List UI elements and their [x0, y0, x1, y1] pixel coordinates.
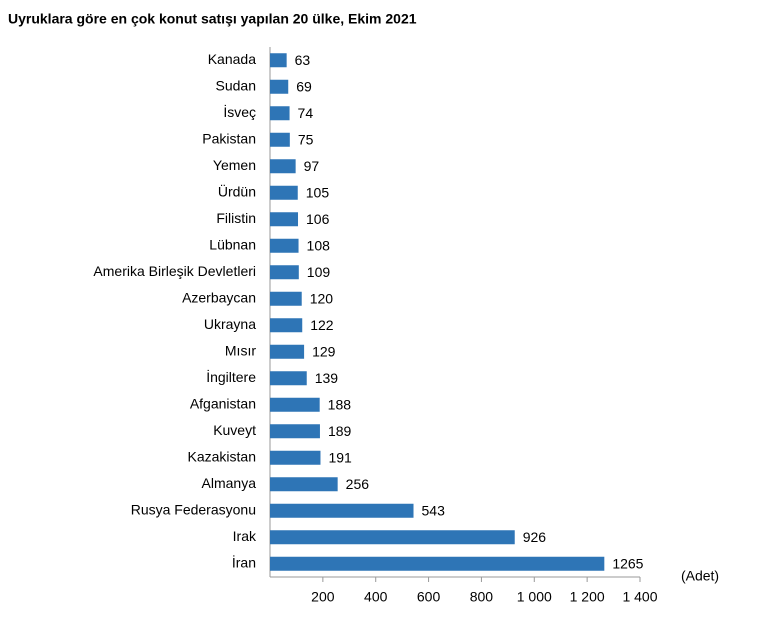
bar	[270, 450, 321, 465]
bar	[270, 185, 298, 200]
bar	[270, 397, 320, 412]
bar	[270, 556, 605, 571]
y-tick-label: İsveç	[223, 103, 256, 120]
y-tick-label: Pakistan	[202, 130, 256, 146]
bar	[270, 344, 305, 359]
y-tick-label: İran	[232, 553, 256, 570]
bar	[270, 477, 338, 492]
y-tick-label: Ukrayna	[204, 316, 256, 332]
value-label: 105	[306, 184, 330, 200]
bar	[270, 318, 303, 333]
value-label: 191	[328, 449, 352, 465]
bar	[270, 238, 299, 253]
bar	[270, 503, 414, 518]
y-tick-label: Mısır	[225, 342, 256, 358]
y-tick-label: Kuveyt	[213, 422, 256, 438]
y-tick-label: Ürdün	[218, 182, 256, 199]
value-label: 106	[306, 211, 330, 227]
value-label: 256	[346, 476, 370, 492]
x-tick-label: 1 400	[622, 589, 657, 605]
value-label: 188	[328, 396, 352, 412]
bar	[270, 79, 289, 94]
value-label: 63	[295, 52, 311, 68]
y-tick-label: Azerbaycan	[182, 289, 256, 305]
value-label: 97	[304, 158, 320, 174]
bar	[270, 265, 299, 280]
y-tick-label: Filistin	[216, 210, 256, 226]
value-label: 75	[298, 131, 314, 147]
y-tick-label: Rusya Federasyonu	[131, 501, 256, 517]
value-label: 543	[422, 502, 446, 518]
value-label: 139	[315, 370, 339, 386]
value-label: 926	[523, 529, 547, 545]
chart-title: Uyruklara göre en çok konut satışı yapıl…	[8, 11, 417, 27]
bar	[270, 53, 287, 68]
value-label: 120	[310, 290, 334, 306]
value-label: 189	[328, 423, 352, 439]
y-tick-label: İngiltere	[206, 368, 256, 385]
value-label: 109	[307, 264, 331, 280]
y-tick-label: Sudan	[216, 77, 256, 93]
value-label: 122	[310, 317, 334, 333]
x-tick-label: 200	[311, 589, 335, 605]
value-label: 129	[312, 343, 336, 359]
y-tick-label: Kazakistan	[188, 448, 256, 464]
value-label: 1265	[612, 555, 643, 571]
value-label: 69	[296, 78, 312, 94]
bar	[270, 159, 296, 174]
y-tick-label: Amerika Birleşik Devletleri	[93, 263, 256, 279]
bar	[270, 106, 290, 121]
y-tick-label: Afganistan	[190, 395, 256, 411]
x-tick-label: 800	[470, 589, 494, 605]
axis-label: (Adet)	[681, 568, 719, 584]
bar	[270, 212, 299, 227]
value-label: 74	[298, 105, 314, 121]
x-tick-label: 1 000	[517, 589, 552, 605]
bar	[270, 371, 307, 386]
value-label: 108	[307, 237, 331, 253]
x-tick-label: 1 200	[570, 589, 605, 605]
y-tick-label: Almanya	[202, 475, 257, 491]
bar	[270, 132, 290, 147]
y-tick-label: Kanada	[208, 51, 256, 67]
x-tick-label: 600	[417, 589, 441, 605]
y-tick-label: Yemen	[213, 157, 256, 173]
bar	[270, 424, 320, 439]
x-tick-label: 400	[364, 589, 388, 605]
y-tick-label: Irak	[233, 528, 257, 544]
bar	[270, 530, 515, 545]
bar	[270, 291, 302, 306]
y-tick-label: Lübnan	[209, 236, 256, 252]
